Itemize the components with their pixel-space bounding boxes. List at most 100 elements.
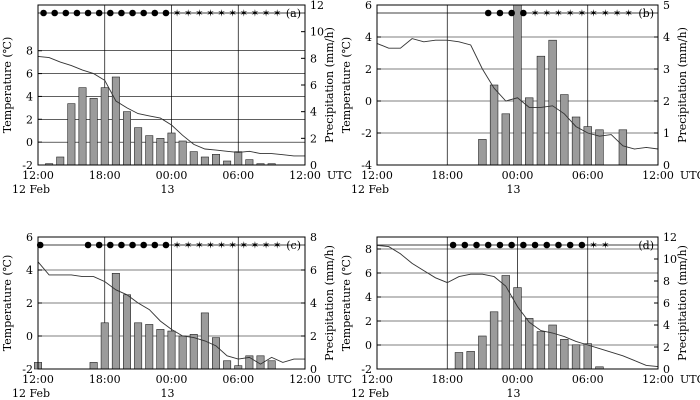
date-label: 13 <box>507 183 521 196</box>
left-tick-label: 4 <box>26 264 33 277</box>
date-label: 12 Feb <box>12 387 50 400</box>
left-tick-label: 0 <box>26 330 33 343</box>
chart-panel: ✶ ✶ ✶ ✶ ✶ ✶ ✶ ✶ ✶ ✶ (a)-202468024681012Temperature… <box>1 0 352 196</box>
x-tick-label: 00:00 <box>156 373 188 386</box>
left-tick-label: 0 <box>365 95 372 108</box>
left-tick-label: 4 <box>26 90 33 103</box>
precipitation-bar <box>134 322 143 370</box>
snow-symbol: ✶ <box>240 9 248 20</box>
rain-symbol <box>107 9 114 17</box>
snow-symbol: ✶ <box>184 241 192 252</box>
right-tick-label: 8 <box>310 52 317 65</box>
snow-symbol: ✶ <box>217 241 225 252</box>
left-tick-label: 2 <box>365 315 372 328</box>
x-tick-label: 00:00 <box>502 373 534 386</box>
precipitation-bar <box>111 76 120 166</box>
right-tick-label: 4 <box>310 106 317 119</box>
x-tick-label: 12:00 <box>642 169 674 182</box>
snow-symbol: ✶ <box>566 9 574 20</box>
rain-symbol <box>129 9 136 17</box>
precipitation-bar <box>156 329 165 370</box>
rain-symbol <box>566 241 574 249</box>
panel-label: (d) <box>638 239 654 252</box>
rain-symbol <box>73 9 81 17</box>
right-tick-label: 5 <box>663 0 670 12</box>
right-tick-label: 2 <box>310 330 317 343</box>
precipitation-bar <box>583 343 592 370</box>
rain-symbol <box>520 241 527 249</box>
snow-symbol: ✶ <box>625 9 633 20</box>
precipitation-bar <box>223 360 232 370</box>
rain-symbol <box>118 241 125 249</box>
snow-symbol: ✶ <box>554 9 562 20</box>
precipitation-bar <box>560 94 569 166</box>
snow-symbol: ✶ <box>240 241 248 252</box>
precipitation-bar <box>454 352 464 370</box>
precipitation-bar <box>123 294 131 370</box>
right-axis-title: Precipitation (mm/h) <box>676 245 689 361</box>
right-tick-label: 12 <box>663 231 677 244</box>
snow-symbol: ✶ <box>206 9 214 20</box>
x-tick-label: 18:00 <box>431 373 463 386</box>
left-tick-label: 2 <box>26 113 33 126</box>
precipitation-bar <box>548 324 557 370</box>
left-axis-title: Temperature (℃) <box>340 37 353 133</box>
precipitation-bar <box>78 87 87 166</box>
panel-label: (a) <box>286 7 301 20</box>
precipitation-bar <box>489 311 499 370</box>
rain-symbol <box>449 241 457 249</box>
precipitation-bar <box>123 111 131 166</box>
x-tick-label: 12:00 <box>289 373 321 386</box>
right-tick-label: 2 <box>310 132 317 145</box>
rain-symbol <box>543 241 551 249</box>
panel-label: (b) <box>638 7 654 20</box>
precipitation-bar <box>67 103 76 166</box>
precipitation-bar <box>245 159 254 166</box>
right-axis-title: Precipitation (mm/h) <box>323 27 336 143</box>
precipitation-bar <box>618 129 628 166</box>
precipitation-bar <box>178 335 187 370</box>
x-tick-label: 12:00 <box>361 373 393 386</box>
precipitation-bar <box>56 156 65 166</box>
precipitation-bar <box>189 334 198 370</box>
x-tick-label: 18:00 <box>89 373 121 386</box>
right-tick-label: 4 <box>663 319 670 332</box>
x-unit-label: UTC <box>680 169 700 182</box>
right-tick-label: 0 <box>663 363 670 376</box>
rain-symbol <box>51 9 58 17</box>
x-tick-label: 06:00 <box>572 373 604 386</box>
rain-symbol <box>496 241 504 249</box>
left-tick-label: -2 <box>361 363 372 376</box>
right-tick-label: 0 <box>663 159 670 172</box>
date-label: 13 <box>161 183 175 196</box>
x-unit-label: UTC <box>327 169 352 182</box>
date-label: 12 Feb <box>351 183 389 196</box>
left-tick-label: 6 <box>365 267 372 280</box>
left-tick-label: 0 <box>26 136 33 149</box>
snow-symbol: ✶ <box>601 241 609 252</box>
precipitation-bar <box>548 39 557 166</box>
snow-symbol: ✶ <box>578 9 586 20</box>
date-label: 13 <box>507 387 521 400</box>
chart-panel: ✶ ✶ (d) -2 0 2 4 6 8 0 2 4 6 8 10 12 Temperature (℃) Prec… <box>340 231 700 400</box>
left-tick-label: 4 <box>365 31 372 44</box>
precipitation-bar <box>478 335 487 370</box>
temperature-line <box>376 38 659 150</box>
left-tick-label: 6 <box>26 68 33 81</box>
precipitation-bar <box>167 330 176 370</box>
temperature-line <box>376 244 659 368</box>
temperature-line <box>37 261 305 365</box>
rain-symbol <box>508 241 515 249</box>
snow-symbol: ✶ <box>273 9 281 20</box>
right-tick-label: 6 <box>310 264 317 277</box>
rain-symbol <box>162 9 170 17</box>
precipitation-bar <box>223 160 232 166</box>
date-label: 12 Feb <box>12 183 50 196</box>
precipitation-bar <box>583 126 592 166</box>
rain-symbol <box>95 9 103 17</box>
left-tick-label: 4 <box>365 291 372 304</box>
snow-symbol: ✶ <box>589 9 597 20</box>
left-tick-label: -2 <box>361 127 372 140</box>
left-tick-label: 8 <box>365 243 372 256</box>
right-tick-label: 2 <box>663 341 670 354</box>
